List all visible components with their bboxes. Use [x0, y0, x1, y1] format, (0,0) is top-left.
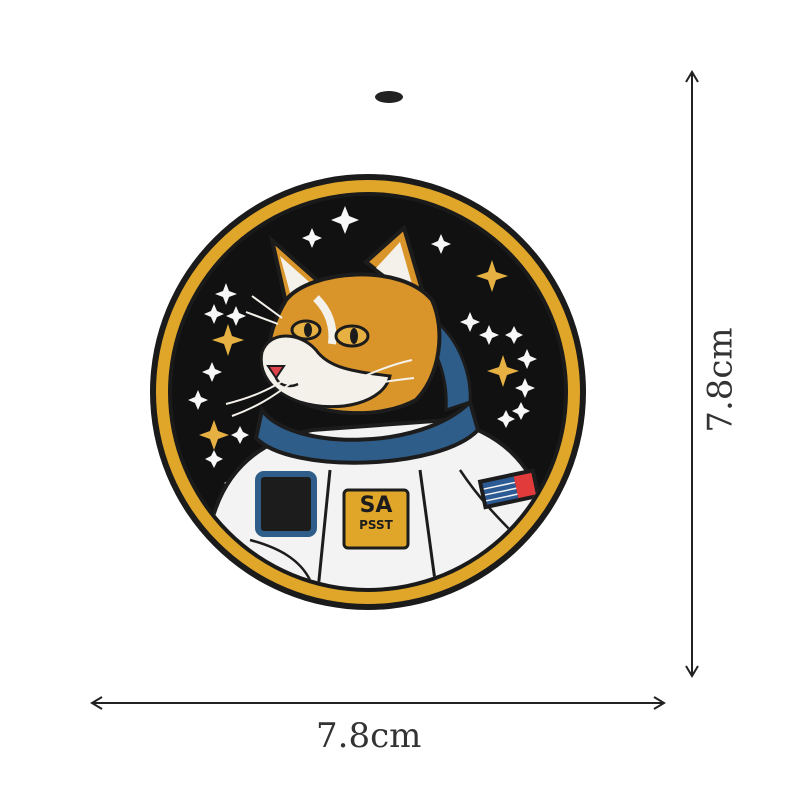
left-pupil [304, 323, 312, 337]
star-icon [212, 324, 244, 356]
star-icon [476, 260, 508, 292]
star-icon [517, 349, 537, 369]
stray-thread [375, 91, 403, 103]
star-icon [199, 420, 229, 450]
star-icon [204, 304, 224, 324]
right-pupil [350, 328, 358, 344]
mouth [274, 377, 299, 388]
star-icon [431, 234, 451, 254]
star-icon [497, 410, 515, 428]
badge-text: SA PSST [344, 493, 408, 533]
chest-panel [255, 471, 317, 537]
star-icon [479, 325, 499, 345]
suit-seam [316, 469, 332, 588]
star-icon [202, 362, 222, 382]
star-icon [226, 306, 246, 326]
forehead-stripe [313, 295, 337, 345]
badge-title: SA [359, 493, 393, 518]
ear-tuft [251, 295, 283, 319]
nose [266, 365, 286, 380]
name-badge [342, 488, 410, 550]
height-measurement-label: 7.8cm [700, 327, 741, 433]
badge-subtitle: PSST [359, 518, 393, 532]
cat-head [225, 224, 442, 417]
flag-patch [477, 468, 541, 510]
star-icon [231, 426, 249, 444]
ear-tuft [245, 311, 279, 325]
star-icon [487, 355, 519, 387]
height-dimension-arrow [685, 70, 699, 678]
suit-seam [418, 469, 438, 588]
star-icon [302, 228, 322, 248]
width-measurement-label: 7.8cm [316, 716, 422, 756]
suit-seam [249, 538, 312, 581]
width-dimension-arrow [90, 696, 666, 710]
star-icon [331, 206, 359, 234]
star-icon [188, 390, 208, 410]
collar-ring [253, 398, 481, 465]
star-icon [205, 450, 223, 468]
whiskers [225, 359, 415, 417]
cat-astronaut-patch [150, 174, 586, 610]
star-icon [512, 402, 530, 420]
star-icon [515, 378, 535, 398]
gold-stars [199, 260, 519, 450]
star-icon [215, 283, 237, 305]
star-icon [505, 326, 523, 344]
star-icon [460, 312, 480, 332]
